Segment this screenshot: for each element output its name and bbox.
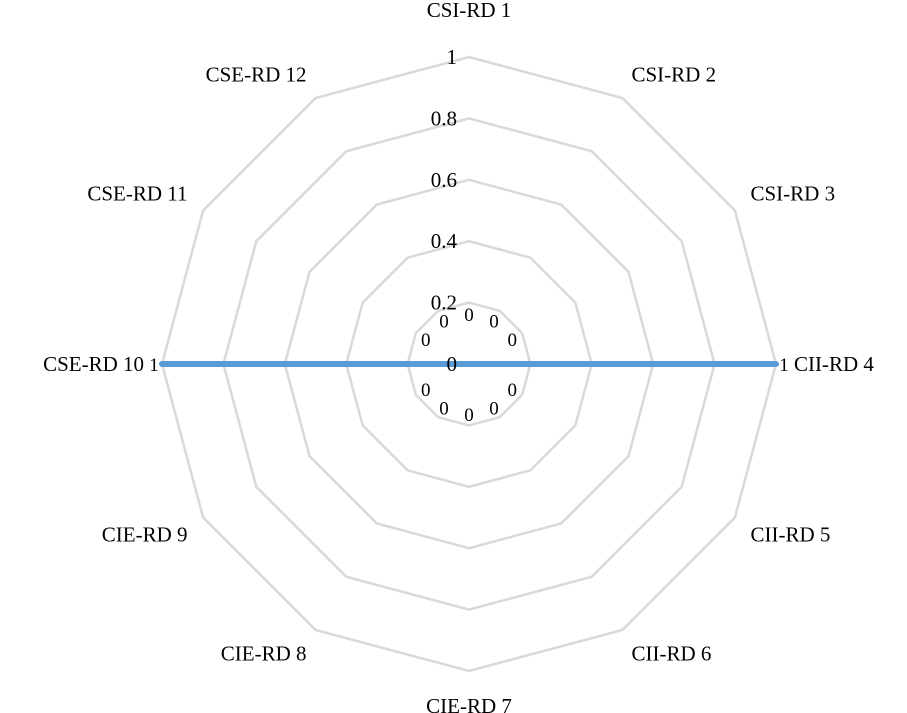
category-label: CII-RD 4 bbox=[794, 352, 874, 376]
data-label: 0 bbox=[421, 380, 431, 401]
data-label: 0 bbox=[439, 398, 449, 419]
category-label-layer: CSI-RD 1 CSI-RD 2 CSI-RD 3 CII-RD 4 CII-RD 5… bbox=[43, 0, 874, 713]
tick-label: 1 bbox=[447, 45, 458, 69]
data-label: 0 bbox=[508, 330, 518, 351]
category-label: CIE-RD 9 bbox=[102, 523, 188, 547]
data-label: 0 bbox=[489, 312, 499, 333]
category-label: CSE-RD 10 bbox=[43, 352, 144, 376]
grid-ring-5 bbox=[160, 55, 778, 673]
category-label: CSI-RD 1 bbox=[427, 0, 512, 22]
data-label: 0 bbox=[508, 380, 518, 401]
data-label: 0 bbox=[439, 312, 449, 333]
grid-layer bbox=[160, 55, 778, 673]
tick-label: 0.4 bbox=[431, 229, 458, 253]
category-label: CIE-RD 8 bbox=[221, 642, 307, 666]
grid-ring-1 bbox=[406, 301, 532, 427]
data-label: 1 bbox=[779, 355, 789, 376]
category-label: CSI-RD 3 bbox=[751, 182, 836, 206]
category-label: CII-RD 6 bbox=[632, 642, 712, 666]
tick-label: 0.6 bbox=[431, 168, 457, 192]
category-label: CII-RD 5 bbox=[751, 523, 831, 547]
data-label: 0 bbox=[464, 405, 474, 426]
grid-ring-2 bbox=[344, 239, 594, 489]
data-label: 0 bbox=[421, 330, 431, 351]
data-label: 1 bbox=[149, 355, 159, 376]
data-label: 0 bbox=[464, 305, 474, 326]
tick-label: 0.2 bbox=[431, 291, 457, 315]
category-label: CSI-RD 2 bbox=[632, 63, 717, 87]
tick-label: 0.8 bbox=[431, 106, 457, 130]
tick-label-layer: 00.20.40.60.81 bbox=[431, 45, 458, 376]
category-label: CIE-RD 7 bbox=[426, 694, 512, 713]
grid-ring-3 bbox=[283, 178, 655, 550]
tick-label: 0 bbox=[447, 352, 458, 376]
grid-ring-4 bbox=[222, 117, 716, 611]
data-label: 0 bbox=[489, 398, 499, 419]
category-label: CSE-RD 12 bbox=[206, 63, 307, 87]
category-label: CSE-RD 11 bbox=[87, 182, 187, 206]
